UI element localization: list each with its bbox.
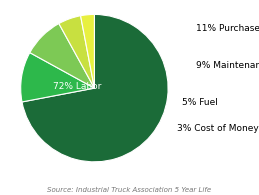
Wedge shape xyxy=(30,24,94,88)
Text: 5% Fuel: 5% Fuel xyxy=(182,98,218,107)
Text: 3% Cost of Money: 3% Cost of Money xyxy=(177,124,259,133)
Wedge shape xyxy=(21,53,94,102)
Wedge shape xyxy=(81,14,94,88)
Wedge shape xyxy=(59,16,94,88)
Text: 9% Maintenance: 9% Maintenance xyxy=(196,61,259,70)
Text: Source: Industrial Truck Association 5 Year Life: Source: Industrial Truck Association 5 Y… xyxy=(47,187,212,193)
Text: 11% Purchase Price: 11% Purchase Price xyxy=(196,24,259,33)
Text: 72% Labor: 72% Labor xyxy=(53,82,101,91)
Wedge shape xyxy=(22,14,168,162)
